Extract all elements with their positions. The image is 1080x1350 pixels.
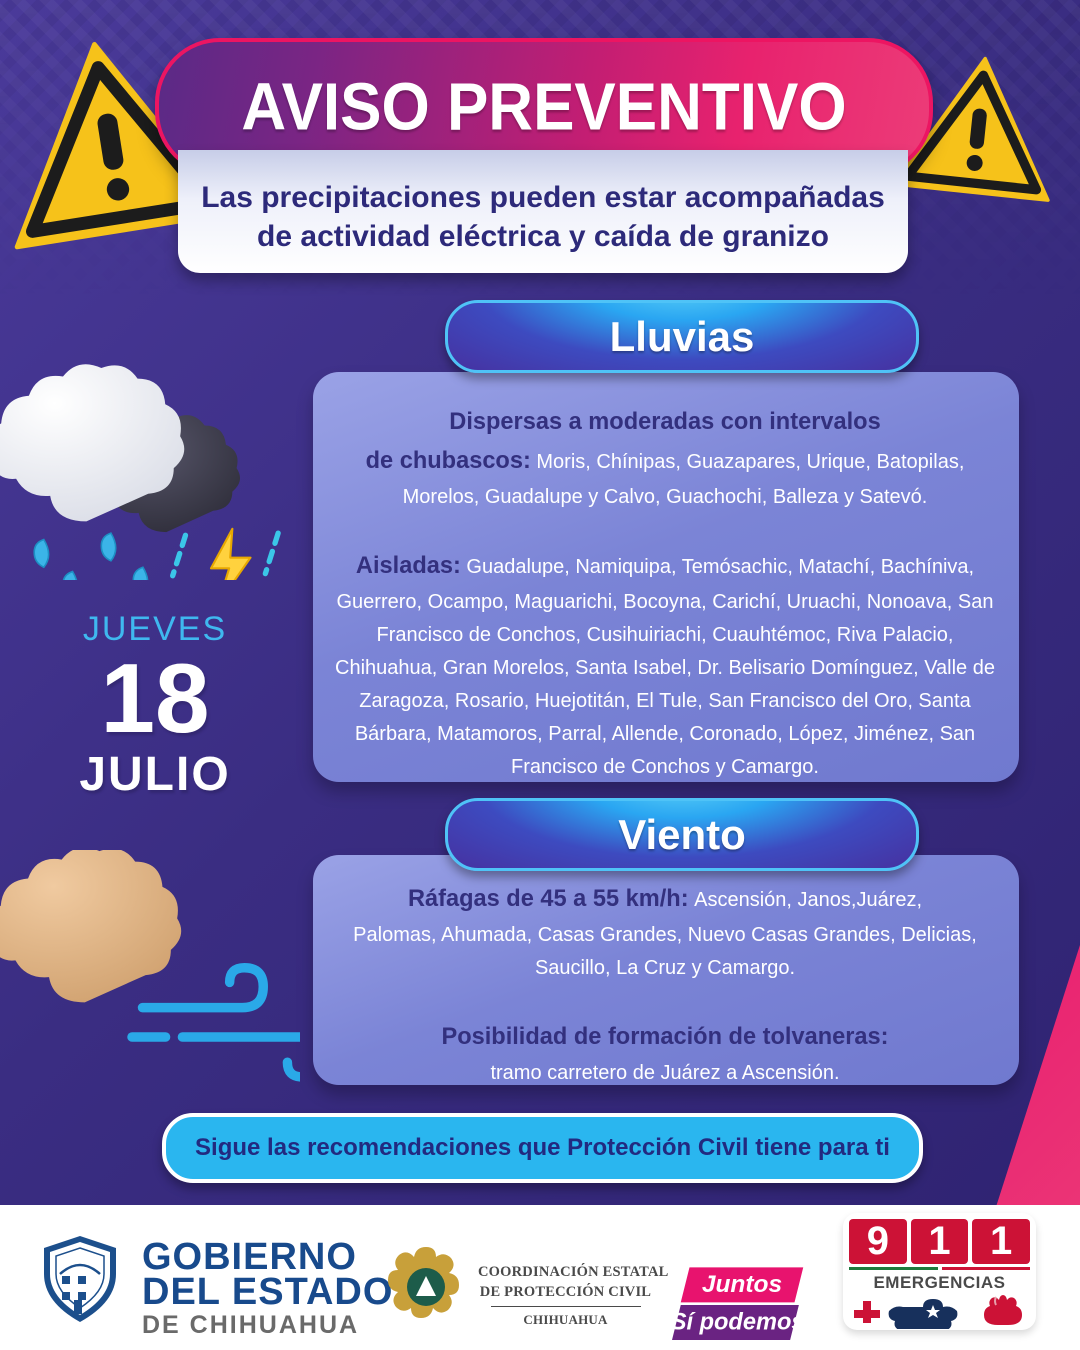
svg-text:Juntos: Juntos bbox=[702, 1271, 782, 1298]
svg-text:Sí podemos: Sí podemos bbox=[672, 1309, 805, 1335]
